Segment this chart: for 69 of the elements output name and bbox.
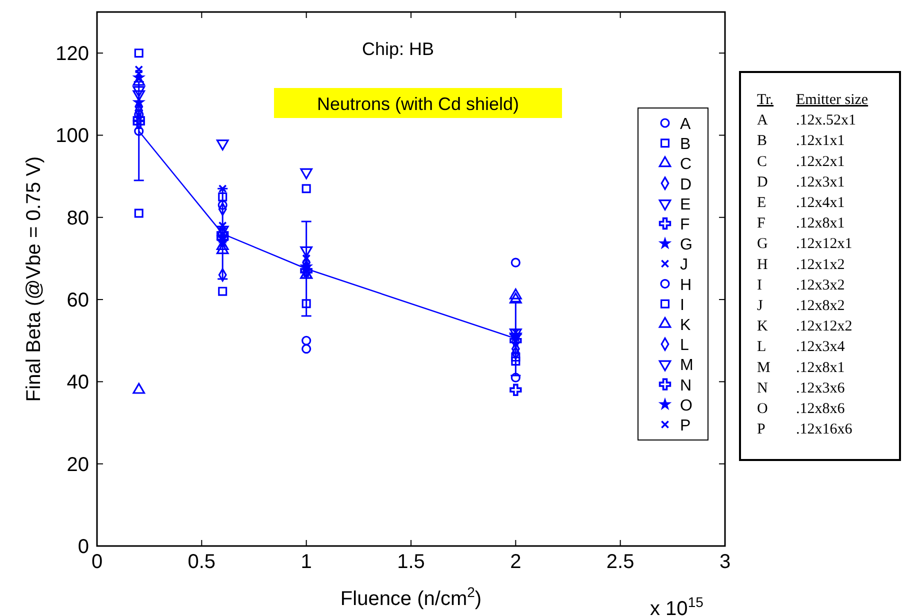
- text: B: [757, 133, 768, 150]
- text: F: [757, 216, 766, 232]
- x-tick-label: 0.5: [188, 551, 216, 573]
- text: .12x1x2: [796, 256, 845, 273]
- text: .12x3x4: [796, 339, 846, 356]
- legend-label: I: [680, 296, 684, 314]
- x-tick-label: 2: [510, 551, 522, 573]
- text: Chip: HB: [362, 39, 434, 59]
- y-axis-title: Final Beta (@Vbe = 0.75 V): [23, 156, 45, 402]
- legend-label: J: [680, 256, 688, 274]
- text: G: [757, 236, 768, 252]
- x-tick-label: 1.5: [397, 551, 425, 573]
- text: x 10$^{15}$: [650, 594, 704, 616]
- text: .12x8x6: [796, 401, 846, 417]
- x-tick-label: 1: [300, 551, 312, 573]
- y-tick-label: 120: [56, 43, 89, 66]
- text: L: [757, 339, 766, 356]
- text: .12x1x1: [796, 133, 845, 150]
- x-axis-title: Fluence (n/cm$^{2}$): [340, 584, 482, 610]
- legend-label: H: [680, 276, 692, 294]
- y-tick-label: 100: [56, 125, 89, 148]
- text: P: [757, 422, 766, 438]
- text: D: [757, 174, 768, 190]
- legend-label: D: [680, 176, 692, 194]
- text: .12x12x2: [796, 318, 852, 335]
- text: N: [757, 380, 768, 396]
- legend-label: A: [680, 116, 691, 133]
- text: .12x3x2: [796, 277, 845, 294]
- legend-label: L: [680, 337, 689, 354]
- legend-label: K: [680, 317, 691, 334]
- text: .12x8x1: [796, 216, 845, 232]
- text: C: [757, 154, 768, 170]
- legend-label: M: [680, 357, 694, 374]
- legend-label: B: [680, 136, 691, 154]
- legend-label: C: [680, 156, 692, 174]
- legend-label: F: [680, 216, 690, 234]
- y-tick-label: 60: [66, 290, 89, 312]
- text: Emitter size: [796, 92, 868, 108]
- annotation: Neutrons (with Cd shield): [316, 94, 520, 114]
- legend-label: G: [680, 236, 692, 254]
- x-tick-label: 3: [719, 551, 731, 573]
- text: .12x8x1: [796, 360, 845, 376]
- text: .12x3x1: [796, 174, 845, 190]
- legend-label: E: [680, 196, 691, 214]
- y-tick-label: 0: [78, 536, 89, 558]
- text: .12x4x1: [796, 195, 845, 211]
- text: .12x8x2: [796, 298, 845, 314]
- text: H: [757, 256, 768, 273]
- text: K: [757, 318, 768, 335]
- y-tick-label: 20: [66, 454, 89, 476]
- text: M: [757, 360, 770, 376]
- legend-label: O: [680, 397, 692, 414]
- text: Tr.: [757, 92, 774, 108]
- text: .12x12x1: [796, 236, 852, 252]
- text: I: [757, 277, 762, 294]
- legend-label: N: [680, 377, 692, 394]
- text: .12x16x6: [796, 422, 853, 438]
- text: .12x3x6: [796, 380, 846, 396]
- legend-label: P: [680, 418, 691, 434]
- text: E: [757, 195, 766, 211]
- x-tick-label: 2.5: [606, 551, 634, 573]
- y-tick-label: 80: [66, 207, 89, 230]
- x-tick-label: 0: [91, 551, 103, 573]
- text: A: [757, 112, 768, 129]
- y-tick-label: 40: [66, 372, 89, 394]
- text: .12x.52x1: [796, 112, 856, 129]
- text: J: [757, 298, 763, 314]
- text: .12x2x1: [796, 154, 845, 170]
- text: O: [757, 401, 768, 417]
